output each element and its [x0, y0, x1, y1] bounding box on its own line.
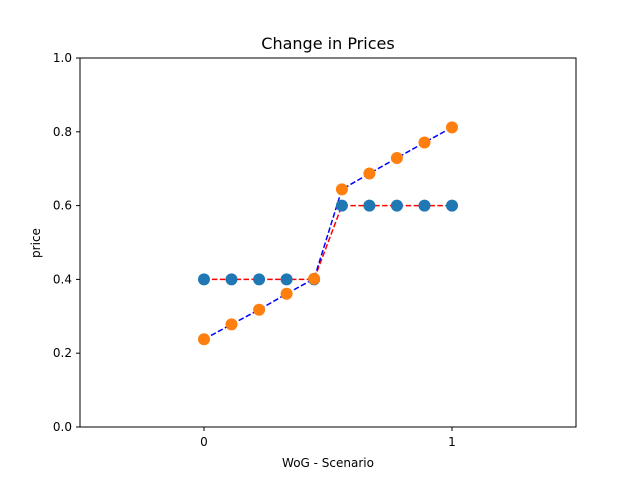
series-1-point — [418, 199, 431, 212]
series-1-point — [446, 199, 458, 212]
plot-area — [198, 121, 458, 346]
y-tick-label: 0.4 — [53, 272, 72, 286]
y-tick-label: 1.0 — [53, 51, 72, 65]
y-tick-label: 0.0 — [53, 420, 72, 434]
series-2-point — [225, 318, 238, 331]
series-1-point — [390, 199, 403, 212]
series-1-point — [280, 273, 293, 286]
y-axis-label: price — [29, 228, 43, 258]
series-1-point — [363, 199, 376, 212]
axes-frame — [79, 57, 577, 428]
x-tick-label: 0 — [200, 435, 208, 449]
series-2-point — [335, 183, 348, 196]
series-1-point — [253, 273, 266, 286]
series-1-point — [225, 273, 238, 286]
series-2-point — [363, 167, 376, 180]
series-1-point — [198, 273, 210, 286]
y-tick-label: 0.8 — [53, 125, 72, 139]
series-2-point — [198, 333, 210, 346]
y-tick-label: 0.6 — [53, 199, 72, 213]
y-tick-label: 0.2 — [53, 346, 72, 360]
series-2-point — [280, 287, 293, 300]
series-2-point — [446, 121, 458, 134]
series-2-point — [390, 152, 403, 164]
axis-ticks: 0 1 0.0 0.2 0.4 0.6 0.8 1.0 — [53, 51, 456, 449]
x-axis-label: WoG - Scenario — [282, 456, 374, 470]
series-2-point — [418, 136, 431, 149]
series-1-line — [204, 204, 452, 281]
chart-title: Change in Prices — [261, 34, 394, 53]
series-2-point — [253, 303, 266, 316]
series-2-point — [308, 272, 321, 285]
x-tick-label: 1 — [448, 435, 456, 449]
series-1-point — [335, 199, 348, 212]
